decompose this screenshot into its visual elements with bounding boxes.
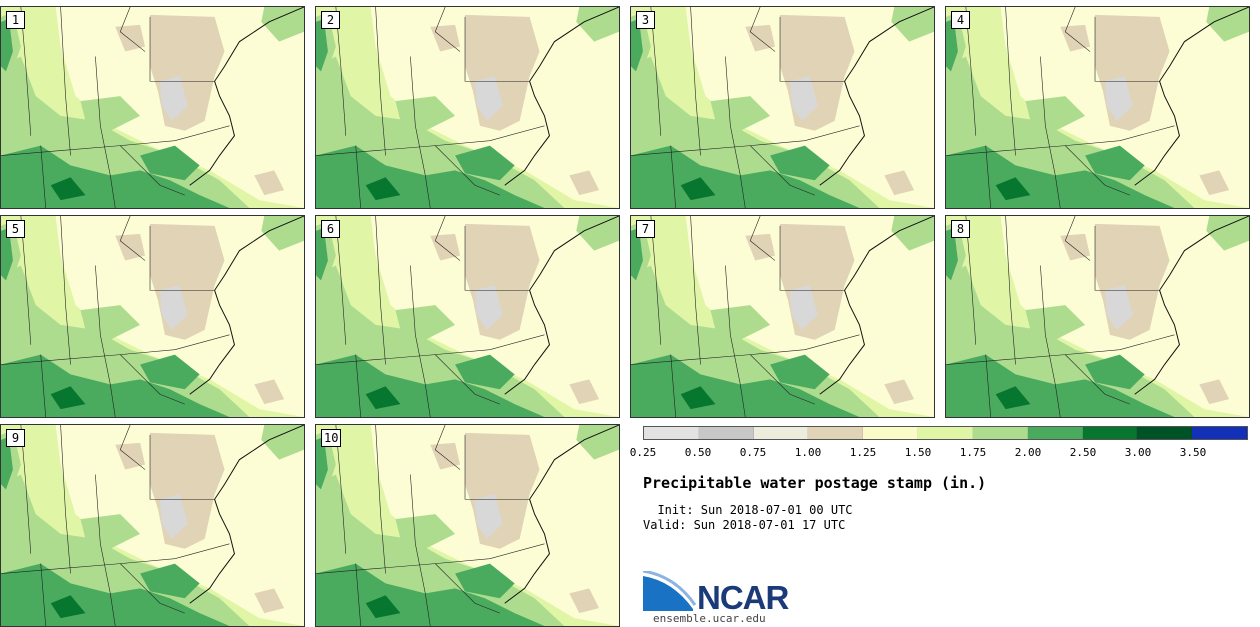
ensemble-member-panel: 6 bbox=[315, 215, 620, 418]
colorbar-swatch bbox=[753, 427, 809, 439]
precipitable-water-map bbox=[1, 216, 304, 417]
init-time: Init: Sun 2018-07-01 00 UTC bbox=[643, 503, 853, 517]
ensemble-member-panel: 4 bbox=[945, 6, 1250, 209]
colorbar-swatch bbox=[918, 427, 973, 439]
precipitable-water-map bbox=[316, 7, 619, 208]
member-number-label: 8 bbox=[951, 220, 970, 238]
member-number-label: 4 bbox=[951, 11, 970, 29]
member-number-label: 2 bbox=[321, 11, 340, 29]
colorbar-tick-label: 0.50 bbox=[684, 446, 712, 459]
colorbar-swatch bbox=[1027, 427, 1083, 439]
member-number-label: 1 bbox=[6, 11, 25, 29]
chart-title: Precipitable water postage stamp (in.) bbox=[643, 474, 987, 492]
ensemble-member-panel: 3 bbox=[630, 6, 935, 209]
colorbar bbox=[643, 426, 1248, 440]
colorbar-swatch bbox=[644, 427, 699, 439]
valid-time: Valid: Sun 2018-07-01 17 UTC bbox=[643, 518, 846, 532]
colorbar-tick-label: 1.00 bbox=[794, 446, 822, 459]
colorbar-tick-label: 3.00 bbox=[1124, 446, 1152, 459]
precipitable-water-map bbox=[316, 216, 619, 417]
ncar-logo-text: NCAR bbox=[697, 579, 789, 616]
member-number-label: 10 bbox=[321, 429, 342, 447]
precipitable-water-map bbox=[316, 425, 619, 626]
colorbar-swatch bbox=[972, 427, 1028, 439]
precipitable-water-map bbox=[1, 425, 304, 626]
member-number-label: 6 bbox=[321, 220, 340, 238]
precipitable-water-map bbox=[631, 7, 934, 208]
ensemble-member-panel: 9 bbox=[0, 424, 305, 627]
ncar-logo-icon bbox=[643, 571, 697, 611]
ensemble-member-panel: 8 bbox=[945, 215, 1250, 418]
colorbar-tick-label: 0.75 bbox=[739, 446, 767, 459]
member-number-label: 9 bbox=[6, 429, 25, 447]
colorbar-swatch bbox=[808, 427, 864, 439]
colorbar-tick-label: 1.25 bbox=[849, 446, 877, 459]
colorbar-swatch bbox=[1082, 427, 1138, 439]
ensemble-member-panel: 7 bbox=[630, 215, 935, 418]
colorbar-tick-label: 1.50 bbox=[904, 446, 932, 459]
ensemble-member-panel: 10 bbox=[315, 424, 620, 627]
ensemble-member-panel: 5 bbox=[0, 215, 305, 418]
logo-url: ensemble.ucar.edu bbox=[653, 612, 766, 625]
precipitable-water-map bbox=[1, 7, 304, 208]
ensemble-member-panel: 1 bbox=[0, 6, 305, 209]
colorbar-tick-label: 0.25 bbox=[629, 446, 657, 459]
colorbar-swatch bbox=[698, 427, 754, 439]
colorbar-swatch bbox=[1192, 427, 1247, 439]
colorbar-tick-label: 1.75 bbox=[959, 446, 987, 459]
colorbar-tick-label: 2.50 bbox=[1069, 446, 1097, 459]
colorbar-swatch bbox=[1137, 427, 1193, 439]
precipitable-water-map bbox=[946, 7, 1249, 208]
precipitable-water-map bbox=[631, 216, 934, 417]
colorbar-swatch bbox=[863, 427, 919, 439]
member-number-label: 3 bbox=[636, 11, 655, 29]
precipitable-water-map bbox=[946, 216, 1249, 417]
member-number-label: 5 bbox=[6, 220, 25, 238]
member-number-label: 7 bbox=[636, 220, 655, 238]
colorbar-tick-label: 3.50 bbox=[1179, 446, 1207, 459]
ensemble-member-panel: 2 bbox=[315, 6, 620, 209]
colorbar-tick-label: 2.00 bbox=[1014, 446, 1042, 459]
